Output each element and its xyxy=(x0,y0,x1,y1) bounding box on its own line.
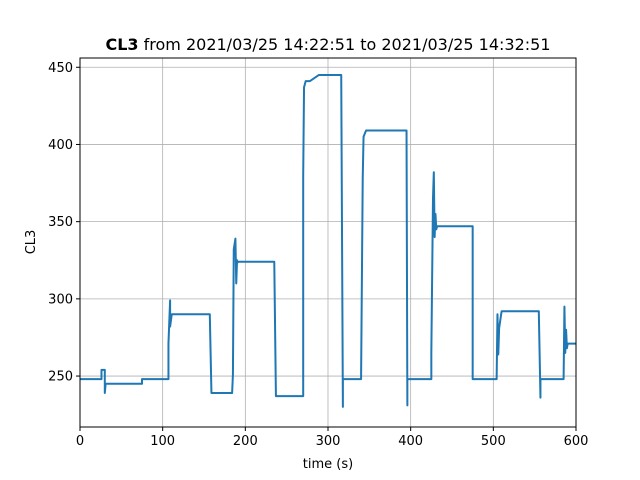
x-tick-label: 100 xyxy=(150,434,175,449)
x-tick-label: 300 xyxy=(316,434,341,449)
x-axis: 0 100 200 300 400 500 600 xyxy=(76,427,589,449)
y-axis-label: CL3 xyxy=(24,230,39,255)
chart-title: CL3 from 2021/03/25 14:22:51 to 2021/03/… xyxy=(105,35,550,54)
y-tick-label: 400 xyxy=(48,138,73,153)
x-tick-label: 600 xyxy=(564,434,589,449)
x-tick-label: 400 xyxy=(398,434,423,449)
chart-title-rest: from 2021/03/25 14:22:51 to 2021/03/25 1… xyxy=(139,35,551,54)
chart-title-bold: CL3 xyxy=(105,35,138,54)
x-axis-label: time (s) xyxy=(303,457,353,472)
y-tick-label: 250 xyxy=(48,370,73,385)
grid xyxy=(79,58,577,427)
series-layer xyxy=(80,73,576,408)
x-tick-label: 200 xyxy=(233,434,258,449)
y-tick-label: 450 xyxy=(48,61,73,76)
y-tick-label: 350 xyxy=(48,215,73,230)
series-line-0 xyxy=(80,73,576,408)
y-tick-label: 300 xyxy=(48,292,73,307)
y-axis: 250 300 350 400 450 xyxy=(48,61,80,385)
x-tick-label: 0 xyxy=(76,434,84,449)
x-tick-label: 500 xyxy=(481,434,506,449)
